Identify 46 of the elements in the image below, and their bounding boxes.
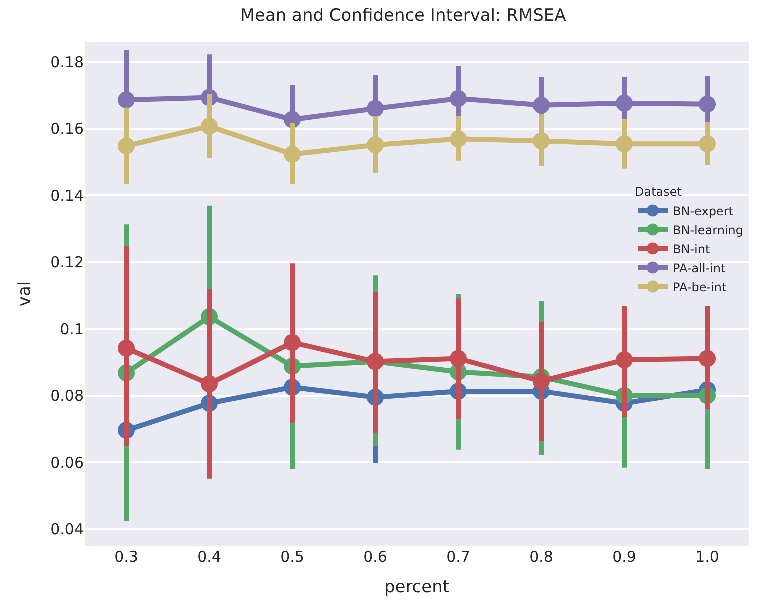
point [118, 92, 135, 109]
point [616, 136, 633, 153]
x-tick-label: 0.7 [446, 548, 470, 566]
point [367, 136, 384, 154]
point [450, 350, 467, 368]
x-tick-label: 0.9 [612, 548, 636, 566]
legend-label: PA-all-int [673, 261, 726, 276]
point [201, 118, 218, 135]
point [699, 96, 716, 113]
legend-label: PA-be-int [673, 280, 728, 294]
point [201, 376, 218, 393]
y-tick-label: 0.1 [60, 320, 84, 338]
point [616, 352, 633, 369]
x-tick-label: 0.5 [280, 548, 304, 566]
y-axis-title: val [15, 281, 36, 307]
y-tick-label: 0.12 [50, 254, 84, 272]
y-tick-label: 0.06 [50, 454, 84, 472]
x-tick-label: 0.3 [114, 548, 138, 566]
y-tick-label: 0.18 [50, 53, 84, 72]
legend-label: BN-learning [673, 223, 744, 238]
point [118, 138, 135, 155]
point [699, 350, 716, 368]
point [450, 130, 467, 148]
point [284, 146, 301, 163]
point [450, 90, 467, 108]
point [367, 100, 384, 118]
y-tick-label: 0.08 [50, 387, 84, 406]
point [533, 372, 550, 390]
x-tick-label: 1.0 [696, 548, 720, 566]
y-tick-label: 0.14 [50, 186, 84, 205]
point [118, 340, 135, 357]
point [533, 96, 550, 114]
y-tick-label: 0.16 [50, 120, 84, 138]
legend-label: BN-int [673, 242, 710, 256]
legend-title: Dataset [635, 185, 682, 200]
point [533, 132, 550, 150]
x-tick-label: 0.8 [530, 548, 554, 566]
point [616, 94, 633, 112]
point [699, 136, 716, 153]
y-tick-label: 0.04 [50, 520, 84, 539]
x-tick-label: 0.4 [198, 548, 222, 566]
x-axis-title: percent [384, 577, 450, 598]
point [284, 334, 301, 352]
x-tick-label: 0.6 [364, 548, 388, 566]
chart-title: Mean and Confidence Interval: RMSEA [240, 6, 567, 26]
legend-label: BN-expert [673, 204, 734, 218]
